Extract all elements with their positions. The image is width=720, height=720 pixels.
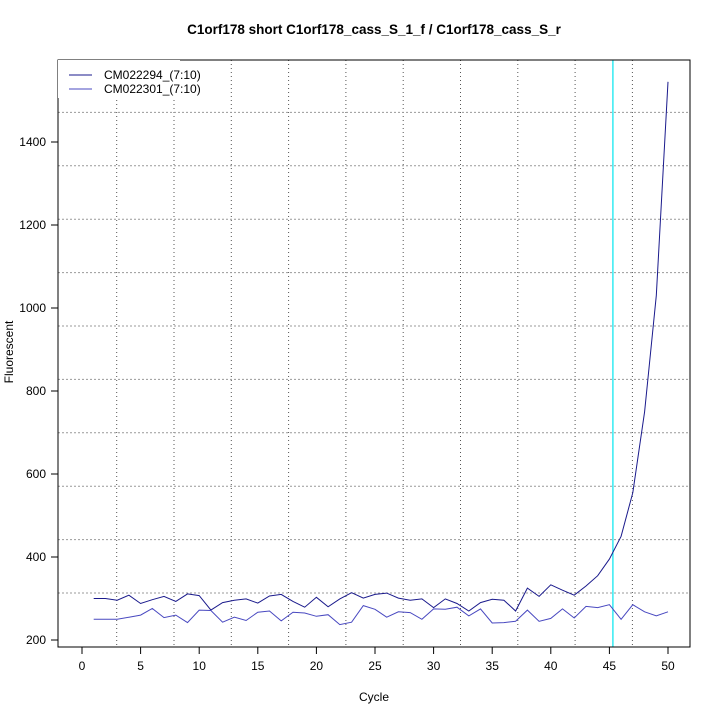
y-tick-label: 1000: [19, 301, 46, 315]
x-tick-label: 40: [544, 659, 558, 673]
x-tick-label: 30: [427, 659, 441, 673]
x-axis: 0 5 10 15 20 25 30 35 40 45 50: [79, 646, 675, 673]
y-tick-label: 1200: [19, 218, 46, 232]
legend-label-1: CM022301_(7:10): [104, 82, 201, 96]
series-lines: [93, 81, 669, 626]
y-tick-label: 200: [26, 633, 46, 647]
plot-frame: [57, 59, 691, 648]
y-tick-label: 400: [26, 550, 46, 564]
y-tick-label: 600: [26, 467, 46, 481]
y-tick-label: 1400: [19, 135, 46, 149]
y-axis: 200 400 600 800 1000 1200 1400: [19, 135, 58, 647]
grid: [58, 60, 690, 647]
x-tick-label: 20: [310, 659, 324, 673]
series-line-1: [93, 604, 669, 626]
x-tick-label: 25: [368, 659, 382, 673]
x-tick-label: 5: [137, 659, 144, 673]
x-tick-label: 45: [603, 659, 617, 673]
x-tick-label: 35: [486, 659, 500, 673]
x-tick-label: 50: [661, 659, 675, 673]
x-axis-label: Cycle: [359, 690, 389, 704]
series-line-0: [93, 81, 669, 612]
y-tick-label: 800: [26, 384, 46, 398]
x-tick-label: 0: [79, 659, 86, 673]
x-tick-label: 15: [251, 659, 265, 673]
legend-label-0: CM022294_(7:10): [104, 68, 201, 82]
chart-title: C1orf178 short C1orf178_cass_S_1_f / C1o…: [187, 22, 561, 37]
y-axis-label: Fluorescent: [2, 320, 16, 383]
legend: CM022294_(7:10) CM022301_(7:10): [58, 60, 201, 98]
x-tick-label: 10: [193, 659, 207, 673]
